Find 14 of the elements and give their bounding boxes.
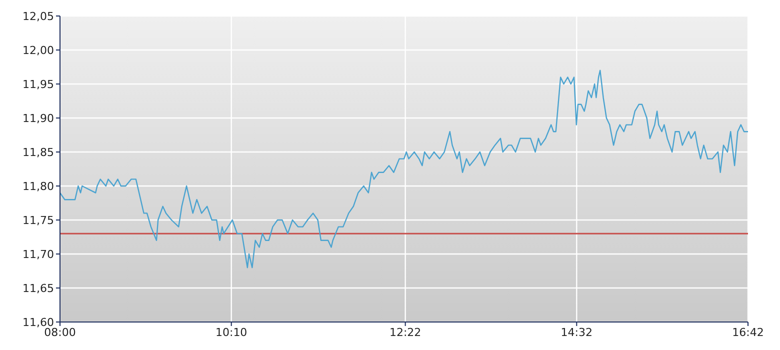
y-tick-label: 11,80 — [22, 180, 54, 193]
x-tick-label: 14:32 — [560, 326, 593, 339]
x-tick-label: 10:10 — [215, 326, 248, 339]
y-tick-label: 11,85 — [22, 146, 54, 159]
x-tick-label: 16:42 — [732, 326, 764, 339]
y-tick-label: 11,95 — [22, 78, 54, 91]
line-series — [60, 70, 748, 268]
y-tick-label: 11,70 — [22, 248, 54, 261]
x-tick-label: 12:22 — [389, 326, 422, 339]
y-tick-label: 11,90 — [22, 112, 54, 125]
y-tick-label: 12,00 — [22, 44, 54, 57]
y-tick-label: 11,65 — [22, 282, 54, 295]
y-tick-label: 11,75 — [22, 214, 54, 227]
y-tick-label: 12,05 — [22, 10, 54, 23]
